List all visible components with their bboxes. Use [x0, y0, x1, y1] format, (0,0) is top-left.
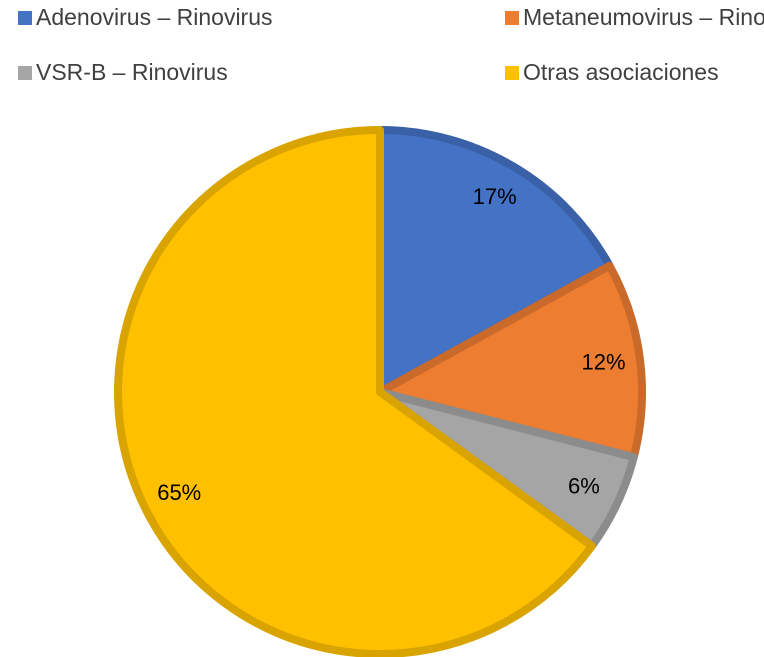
pie-slice [376, 126, 614, 396]
pie-slice [114, 126, 596, 657]
legend-swatch [505, 66, 519, 80]
legend-label: Otras asociaciones [523, 59, 719, 85]
legend-label: Metaneumovirus – Rinovirus [523, 4, 764, 30]
pie-slice [376, 261, 646, 462]
data-label: 17% [473, 184, 517, 209]
data-label: 65% [157, 480, 201, 505]
data-label: 12% [582, 350, 626, 375]
data-label: 6% [568, 474, 600, 499]
legend-label: VSR-B – Rinovirus [36, 59, 228, 85]
legend-label: Adenovirus – Rinovirus [36, 4, 273, 30]
legend-swatch [18, 66, 32, 80]
legend-swatch [18, 11, 32, 25]
legend-swatch [505, 11, 519, 25]
